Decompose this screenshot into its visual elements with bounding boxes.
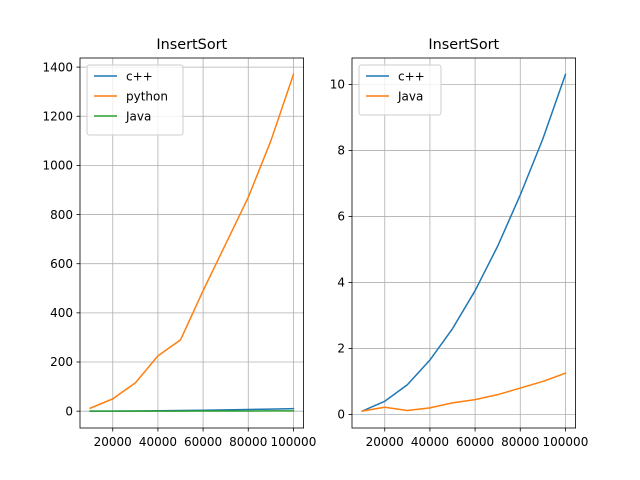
y-tick-label: 6	[337, 210, 345, 224]
chart-title: InsertSort	[428, 37, 499, 53]
axes-frame	[351, 57, 577, 429]
x-tick-label: 20000	[94, 435, 132, 449]
y-tick-label: 1200	[42, 109, 73, 123]
y-tick-label: 8	[337, 144, 345, 158]
y-tick-label: 800	[50, 208, 73, 222]
series-line-c-	[361, 73, 567, 413]
legend-label: c++	[126, 69, 153, 83]
left-subplot: 20000 40000 60000 80000 100000 0 200 400 600 800 1…	[42, 37, 316, 449]
legend-label: c++	[398, 69, 425, 83]
axes-frame	[79, 57, 305, 429]
legend-label: Java	[125, 109, 151, 123]
y-tick-label: 1400	[42, 60, 73, 74]
y-tick-label: 1000	[42, 159, 73, 173]
legend-label: python	[126, 89, 168, 103]
y-tick-label: 10	[330, 78, 345, 92]
y-tick-label: 600	[50, 257, 73, 271]
y-tick-label: 2	[337, 342, 345, 356]
y-tick-label: 200	[50, 355, 73, 369]
series-line-java	[361, 372, 567, 413]
y-tick-label: 0	[65, 404, 73, 418]
y-tick-label: 4	[337, 276, 345, 290]
legend-label: Java	[397, 89, 423, 103]
x-tick-label: 40000	[411, 435, 449, 449]
y-tick-label: 400	[50, 306, 73, 320]
x-tick-label: 60000	[184, 435, 222, 449]
legend-box	[358, 64, 442, 116]
x-tick-label: 80000	[229, 435, 267, 449]
chart-title: InsertSort	[156, 37, 227, 53]
right-subplot: 20000 40000 60000 80000 100000 0 2 4 6 8 10 InsertS…	[330, 37, 589, 449]
x-tick-label: 40000	[139, 435, 177, 449]
x-tick-label: 20000	[366, 435, 404, 449]
series-line-python	[89, 73, 295, 410]
x-tick-label: 80000	[501, 435, 539, 449]
x-tick-label: 100000	[543, 435, 589, 449]
x-tick-label: 60000	[456, 435, 494, 449]
x-tick-label: 100000	[271, 435, 317, 449]
y-tick-label: 0	[337, 408, 345, 422]
legend-box	[86, 64, 184, 136]
